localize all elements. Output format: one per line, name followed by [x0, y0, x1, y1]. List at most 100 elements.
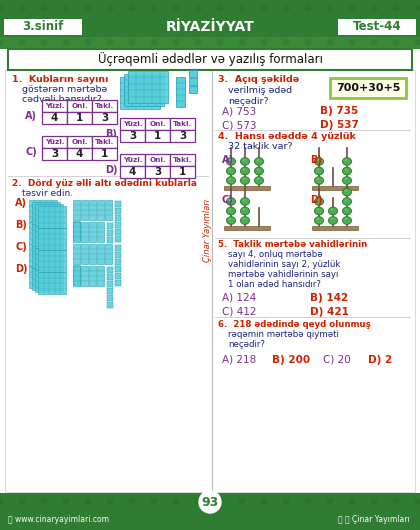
Text: ❊: ❊ — [304, 4, 312, 14]
Bar — [115, 208, 121, 214]
Text: ❊: ❊ — [194, 4, 202, 14]
Text: Takl.: Takl. — [95, 103, 114, 109]
Text: ❊: ❊ — [62, 38, 70, 48]
Text: B): B) — [15, 220, 27, 230]
Text: 1: 1 — [76, 113, 83, 123]
Ellipse shape — [241, 217, 249, 224]
Ellipse shape — [226, 198, 236, 205]
Text: Yüzl.: Yüzl. — [123, 121, 142, 127]
Bar — [115, 201, 121, 207]
Text: B) 142: B) 142 — [310, 293, 348, 303]
Bar — [81, 266, 88, 286]
Text: ❊: ❊ — [172, 4, 180, 14]
Bar — [38, 272, 66, 294]
Ellipse shape — [342, 188, 352, 196]
Text: ❊: ❊ — [106, 4, 114, 14]
Text: ❊: ❊ — [0, 497, 4, 507]
Text: A) 218: A) 218 — [222, 355, 256, 365]
Bar — [67, 100, 92, 112]
Text: Takl.: Takl. — [173, 121, 192, 127]
Bar — [120, 166, 145, 178]
Ellipse shape — [328, 207, 338, 215]
Text: ❊: ❊ — [216, 4, 224, 14]
Bar — [107, 223, 113, 229]
Bar — [73, 200, 80, 220]
Text: 4.  Hansı ədəddə 4 yüzlük: 4. Hansı ədəddə 4 yüzlük — [218, 132, 356, 141]
Text: Çinar Yayımları: Çinar Yayımları — [204, 198, 213, 262]
Bar — [189, 78, 197, 85]
Text: ❊: ❊ — [172, 38, 180, 48]
Text: ❊: ❊ — [326, 497, 334, 507]
Bar — [115, 222, 121, 228]
Bar — [38, 228, 66, 250]
Text: ❊: ❊ — [370, 4, 378, 14]
Bar — [312, 186, 358, 190]
Text: ❊: ❊ — [18, 38, 26, 48]
Bar — [73, 244, 80, 264]
Text: Test-44: Test-44 — [353, 21, 402, 33]
Ellipse shape — [315, 167, 323, 175]
Text: 4: 4 — [51, 113, 58, 123]
Bar — [338, 19, 416, 35]
Text: ❊: ❊ — [216, 497, 224, 507]
Text: ❊: ❊ — [414, 38, 420, 48]
Text: A) 753: A) 753 — [222, 106, 256, 116]
Ellipse shape — [342, 158, 352, 165]
Text: 3: 3 — [154, 167, 161, 177]
Bar — [115, 280, 121, 286]
Text: ❊: ❊ — [370, 497, 378, 507]
Ellipse shape — [241, 176, 249, 184]
Bar — [330, 78, 406, 98]
Bar — [145, 166, 170, 178]
Bar — [89, 222, 96, 242]
Text: C): C) — [222, 195, 234, 205]
Ellipse shape — [226, 158, 236, 165]
Text: ❊: ❊ — [348, 4, 356, 14]
Bar — [29, 222, 57, 244]
Text: 1.  Kubların sayını: 1. Kubların sayını — [12, 75, 108, 84]
Text: ❊: ❊ — [326, 38, 334, 48]
Text: ❊: ❊ — [238, 38, 246, 48]
Text: B) 200: B) 200 — [272, 355, 310, 365]
Text: 4: 4 — [129, 167, 136, 177]
Text: ❊: ❊ — [40, 497, 48, 507]
Ellipse shape — [255, 167, 263, 175]
Text: Ⓕ ⓕ Çinar Yayımları: Ⓕ ⓕ Çinar Yayımları — [338, 516, 410, 525]
Bar — [81, 222, 88, 242]
Bar — [67, 148, 92, 160]
Text: Onl.: Onl. — [71, 139, 88, 145]
Text: A): A) — [25, 111, 37, 121]
Text: A) 124: A) 124 — [222, 293, 256, 303]
Text: 3: 3 — [101, 113, 108, 123]
Text: Takl.: Takl. — [173, 157, 192, 163]
Bar — [115, 229, 121, 235]
Ellipse shape — [315, 198, 323, 205]
Bar — [8, 49, 412, 70]
Bar — [0, 510, 420, 530]
Ellipse shape — [342, 217, 352, 224]
Text: ❊: ❊ — [194, 38, 202, 48]
Bar — [5, 70, 415, 492]
Text: ❊: ❊ — [84, 4, 92, 14]
Bar — [105, 244, 112, 264]
Text: ❊: ❊ — [106, 38, 114, 48]
Bar — [115, 273, 121, 279]
Bar — [73, 266, 80, 286]
Text: 6.  218 ədədində qeyd olunmuş: 6. 218 ədədində qeyd olunmuş — [218, 320, 371, 329]
Text: 2.  Dörd yüz əlli altı ədədini kublarla: 2. Dörd yüz əlli altı ədədini kublarla — [12, 179, 197, 188]
Ellipse shape — [241, 167, 249, 175]
Text: ❊: ❊ — [392, 38, 400, 48]
Text: ❊: ❊ — [414, 497, 420, 507]
Text: B): B) — [105, 129, 117, 139]
Text: D) 537: D) 537 — [320, 120, 359, 130]
Bar — [120, 77, 160, 109]
Text: B): B) — [310, 155, 322, 165]
Bar — [32, 246, 60, 268]
Bar — [38, 206, 66, 228]
Text: 3: 3 — [51, 149, 58, 159]
Bar — [92, 148, 117, 160]
Text: ❊: ❊ — [128, 4, 136, 14]
Text: 1: 1 — [179, 167, 186, 177]
Bar — [170, 154, 195, 166]
Bar — [115, 215, 121, 221]
